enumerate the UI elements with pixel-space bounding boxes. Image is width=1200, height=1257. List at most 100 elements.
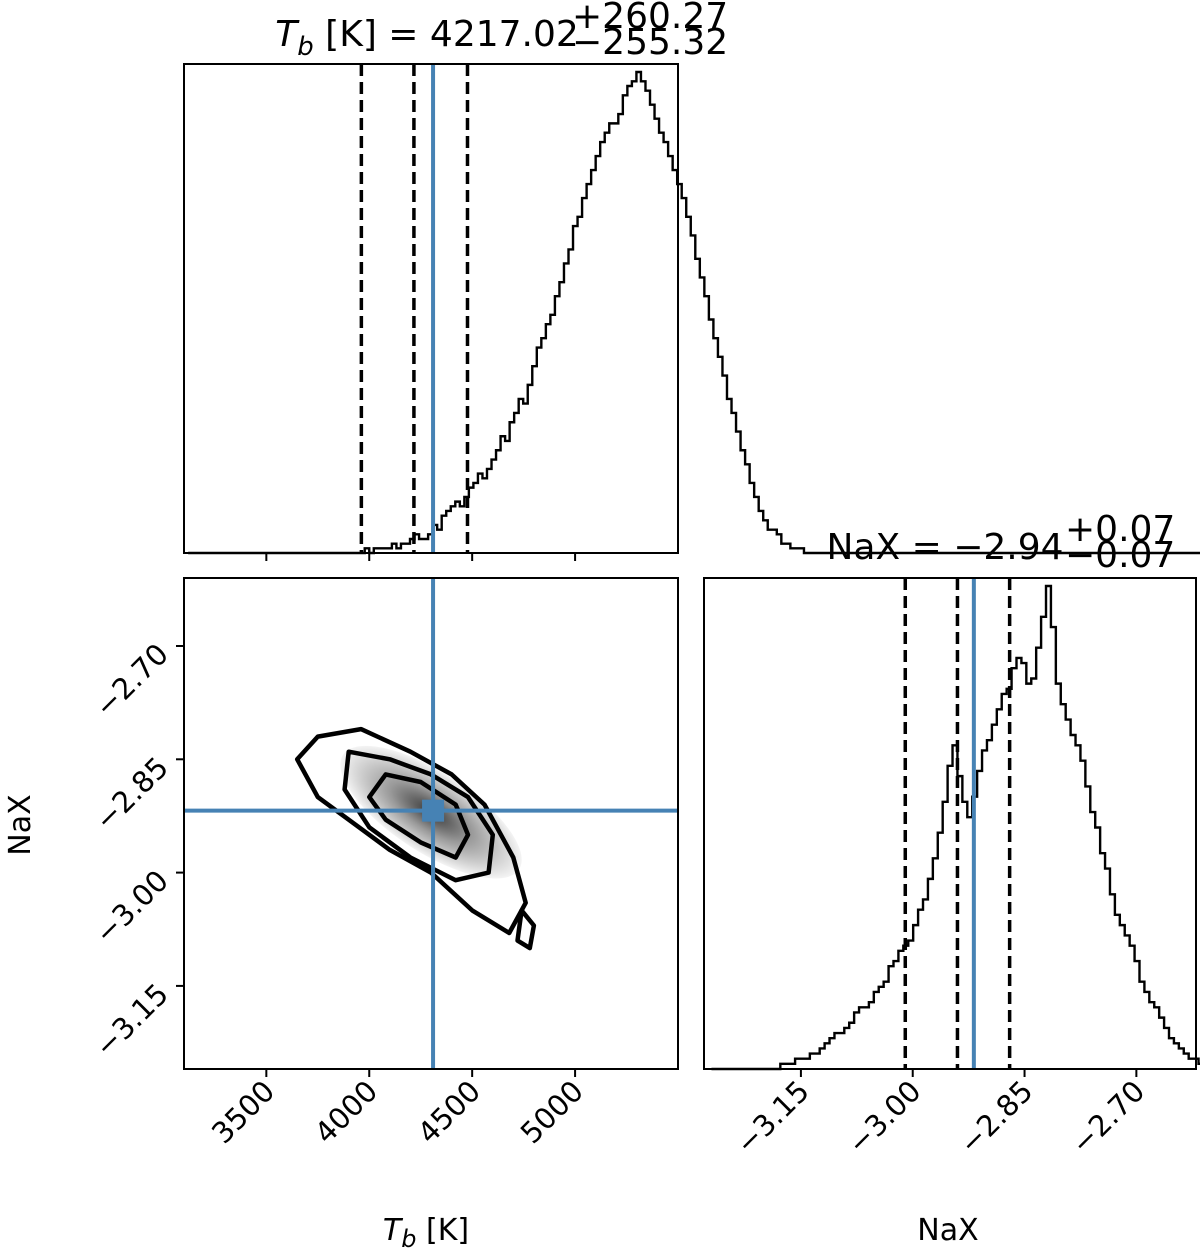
tb-bin bbox=[514, 413, 519, 553]
nax-histogram-panel: NaX = −2.94 +0.07 −0.07 −3.15 −3.00 −2.85−… bbox=[703, 509, 1200, 1248]
nax-bin bbox=[977, 771, 982, 1069]
tb-bin bbox=[700, 277, 705, 553]
tb-bin bbox=[618, 114, 623, 553]
tb-bin bbox=[496, 450, 501, 553]
nax-bin bbox=[913, 925, 918, 1069]
tb-bin bbox=[645, 91, 650, 553]
nax-bin bbox=[908, 941, 913, 1069]
nax-bin bbox=[943, 802, 948, 1069]
joint-x-tick-label: 3500 bbox=[205, 1074, 281, 1150]
nax-bin bbox=[938, 833, 943, 1069]
tb-bin bbox=[722, 376, 727, 553]
nax-bin bbox=[1144, 992, 1149, 1069]
nax-title-lower-error: −0.07 bbox=[1065, 535, 1175, 576]
nax-bin bbox=[1041, 617, 1046, 1069]
contour-middle bbox=[342, 749, 496, 883]
nax-histogram bbox=[711, 584, 1200, 1071]
nax-bin bbox=[874, 992, 879, 1069]
nax-bin bbox=[1071, 735, 1076, 1069]
tb-bin bbox=[636, 72, 641, 553]
tb-title-symbol: T bbox=[275, 14, 300, 55]
nax-bin bbox=[997, 709, 1002, 1069]
nax-bin bbox=[864, 1007, 869, 1069]
nax-bin bbox=[1051, 627, 1056, 1069]
joint-truth-marker bbox=[422, 799, 445, 822]
nax-bin bbox=[898, 951, 903, 1069]
nax-bin bbox=[859, 1007, 864, 1069]
nax-bin bbox=[1189, 1059, 1194, 1069]
nax-bin bbox=[839, 1033, 844, 1069]
nax-bin bbox=[1090, 812, 1095, 1069]
tb-bin bbox=[632, 81, 637, 553]
tb-bin bbox=[682, 198, 687, 553]
nax-bin bbox=[1125, 935, 1130, 1069]
nax-bin bbox=[928, 879, 933, 1069]
tb-bin bbox=[555, 296, 560, 553]
nax-bin bbox=[1031, 678, 1036, 1069]
tb-bin bbox=[695, 259, 700, 553]
joint-x-axis-unit: [K] bbox=[416, 1213, 469, 1248]
nax-bin bbox=[918, 910, 923, 1069]
tb-bin bbox=[455, 502, 460, 553]
tb-bin bbox=[569, 249, 574, 553]
contour-island bbox=[515, 908, 537, 951]
nax-x-tick-label: −3.00 bbox=[841, 1074, 928, 1161]
tb-histogram-frame bbox=[183, 63, 679, 554]
tb-bin bbox=[446, 511, 451, 553]
nax-bin bbox=[992, 725, 997, 1069]
nax-bin bbox=[884, 982, 889, 1069]
nax-title: NaX = −2.94 bbox=[826, 527, 1063, 568]
nax-bin bbox=[1139, 982, 1144, 1069]
nax-bin bbox=[962, 802, 967, 1069]
nax-bin bbox=[1115, 915, 1120, 1069]
tb-bin bbox=[478, 474, 483, 553]
tb-bin bbox=[419, 539, 424, 553]
tb-bin bbox=[732, 413, 737, 553]
joint-x-tick-label: 5000 bbox=[514, 1074, 590, 1150]
nax-bin bbox=[982, 750, 987, 1069]
tb-bin bbox=[487, 469, 492, 553]
joint-y-axis-label: NaX bbox=[3, 794, 38, 855]
tb-bin bbox=[405, 544, 410, 553]
tb-bin bbox=[727, 399, 732, 553]
nax-bin bbox=[1046, 586, 1051, 1069]
tb-bin bbox=[519, 399, 524, 553]
nax-bin bbox=[1012, 668, 1017, 1069]
tb-histogram-panel: Tb [K] = 4217.02 +260.27 −255.32 bbox=[183, 0, 1200, 561]
tb-bin bbox=[550, 315, 555, 553]
tb-bin bbox=[564, 263, 569, 553]
nax-bin bbox=[893, 961, 898, 1069]
nax-bin bbox=[879, 987, 884, 1069]
tb-bin bbox=[664, 142, 669, 553]
tb-bin bbox=[492, 460, 497, 553]
nax-bin bbox=[1105, 869, 1110, 1069]
tb-title-value: [K] = 4217.02 bbox=[314, 14, 579, 55]
tb-bin bbox=[655, 119, 660, 553]
joint-y-tick-label: −2.70 bbox=[88, 637, 175, 724]
nax-title-upper-error: +0.07 bbox=[1065, 509, 1175, 550]
tb-bin bbox=[451, 506, 456, 553]
tb-bin bbox=[781, 544, 786, 553]
tb-bin bbox=[501, 436, 506, 553]
nax-bin bbox=[1002, 694, 1007, 1069]
tb-bin bbox=[718, 357, 723, 553]
tb-bin bbox=[605, 133, 610, 553]
nax-bin bbox=[1036, 648, 1041, 1069]
tb-bin bbox=[523, 404, 528, 553]
joint-x-axis-label: Tb [K] bbox=[383, 1213, 469, 1253]
nax-bin bbox=[948, 766, 953, 1069]
joint-frame bbox=[183, 577, 679, 1070]
tb-title-subscript: b bbox=[297, 32, 314, 62]
tb-bin bbox=[768, 530, 773, 553]
tb-bin bbox=[659, 133, 664, 553]
tb-bin bbox=[541, 338, 546, 553]
nax-bin bbox=[1095, 828, 1100, 1070]
joint-x-tick-label: 4000 bbox=[308, 1074, 384, 1150]
nax-bin bbox=[967, 817, 972, 1069]
tb-bin bbox=[686, 217, 691, 553]
tb-bin bbox=[609, 123, 614, 553]
tb-bin bbox=[650, 105, 655, 553]
nax-bin bbox=[1120, 925, 1125, 1069]
nax-bin bbox=[1085, 786, 1090, 1069]
nax-x-tick-label: −2.70 bbox=[1064, 1074, 1151, 1161]
